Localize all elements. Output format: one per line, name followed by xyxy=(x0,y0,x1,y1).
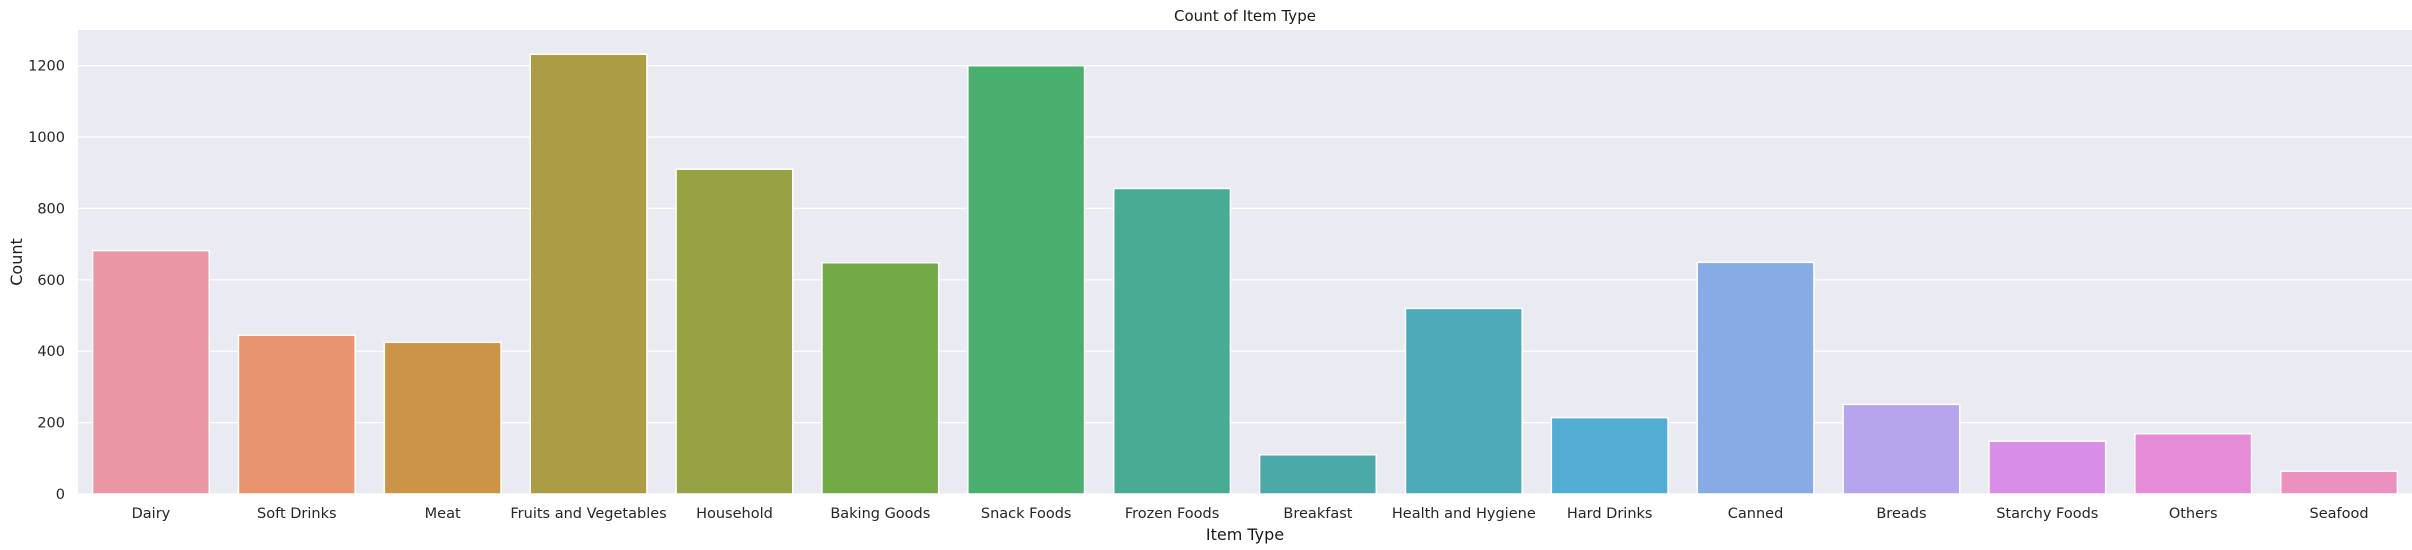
x-axis-label: Item Type xyxy=(1206,525,1284,544)
bar xyxy=(237,334,356,495)
bar xyxy=(1988,440,2107,495)
bar xyxy=(675,168,794,495)
bar xyxy=(383,341,502,495)
bar xyxy=(1696,261,1815,495)
x-tick-label: Baking Goods xyxy=(830,506,930,522)
y-tick-labels: 0 200 400 600 800 1000 1200 xyxy=(28,59,65,503)
x-tick-label: Starchy Foods xyxy=(1996,506,2098,522)
x-tick-label: Household xyxy=(696,506,773,522)
x-tick-labels: Dairy Soft Drinks Meat Fruits and Vegetable… xyxy=(132,506,2369,522)
x-tick-label: Hard Drinks xyxy=(1567,506,1653,522)
x-tick-label: Canned xyxy=(1728,506,1784,522)
x-tick-label: Seafood xyxy=(2310,506,2369,522)
bar xyxy=(91,249,211,495)
chart-title: Count of Item Type xyxy=(1174,7,1316,25)
bars xyxy=(91,53,2399,495)
bar xyxy=(2279,470,2399,495)
bar xyxy=(2134,432,2253,495)
x-tick-label: Soft Drinks xyxy=(257,506,337,522)
bar xyxy=(1258,453,1378,495)
x-tick-label: Others xyxy=(2169,506,2218,522)
x-tick-label: Breakfast xyxy=(1283,506,1352,522)
y-tick-label: 1200 xyxy=(28,59,65,75)
x-tick-label: Snack Foods xyxy=(981,506,1072,522)
x-tick-label: Fruits and Vegetables xyxy=(510,506,666,522)
bar xyxy=(529,53,648,495)
x-tick-label: Breads xyxy=(1876,506,1926,522)
y-axis-label: Count xyxy=(7,238,26,286)
bar xyxy=(967,64,1086,495)
y-tick-label: 600 xyxy=(37,273,65,289)
bar xyxy=(1404,307,1523,495)
bar xyxy=(1842,403,1961,495)
x-tick-label: Frozen Foods xyxy=(1125,506,1219,522)
y-tick-label: 400 xyxy=(37,344,65,360)
y-tick-label: 0 xyxy=(56,487,65,503)
y-tick-label: 1000 xyxy=(28,130,65,146)
y-tick-label: 800 xyxy=(37,201,65,217)
x-tick-label: Meat xyxy=(425,506,461,522)
x-tick-label: Health and Hygiene xyxy=(1392,506,1536,522)
bar xyxy=(1112,187,1232,495)
bar xyxy=(1550,416,1669,495)
bar xyxy=(821,261,940,495)
x-tick-label: Dairy xyxy=(132,506,171,522)
y-tick-label: 200 xyxy=(37,416,65,432)
